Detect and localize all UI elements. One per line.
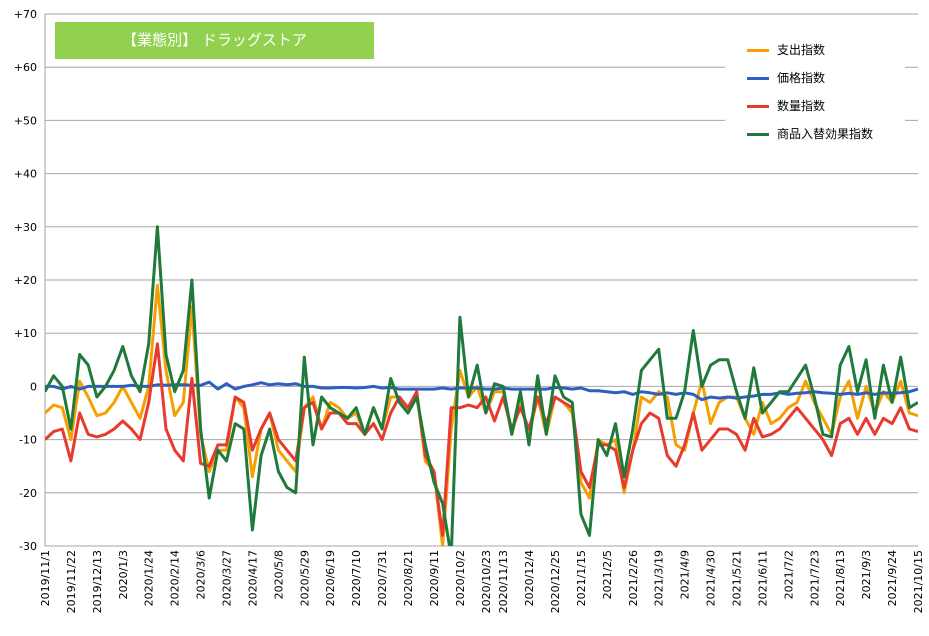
legend-label: 商品入替効果指数 [777, 127, 874, 141]
y-tick-label: +40 [14, 168, 37, 181]
x-tick-label: 2020/10/2 [454, 550, 467, 606]
y-tick-label: +70 [14, 8, 37, 21]
series-lines [45, 225, 918, 546]
x-tick-label: 2021/4/9 [679, 550, 692, 599]
x-tick-label: 2020/1/24 [143, 550, 156, 606]
x-tick-label: 2019/11/22 [65, 550, 78, 613]
series-line-2 [45, 342, 918, 537]
x-tick-label: 2020/3/6 [195, 550, 208, 599]
x-tick-label: 2020/10/23 [480, 550, 493, 613]
x-tick-label: 2020/8/21 [402, 550, 415, 606]
x-tick-label: 2020/4/17 [246, 550, 259, 606]
y-tick-label: +30 [14, 221, 37, 234]
x-tick-label: 2021/9/3 [860, 550, 873, 599]
legend-swatch [747, 77, 769, 80]
legend-label: 数量指数 [777, 99, 826, 113]
chart-title: 【業態別】 ドラッグストア [122, 31, 307, 49]
x-tick-label: 2021/2/5 [601, 550, 614, 599]
x-tick-label: 2021/10/15 [912, 550, 925, 613]
legend-swatch [747, 49, 769, 52]
series-line-3 [45, 225, 918, 546]
x-axis: 2019/11/1 2019/11/22 2019/12/13 2020/1/3 202… [39, 550, 925, 613]
y-tick-label: +60 [14, 61, 37, 74]
x-tick-label: 2020/5/29 [298, 550, 311, 606]
x-tick-label: 2021/7/2 [782, 550, 795, 599]
y-tick-label: +10 [14, 327, 37, 340]
x-tick-label: 2019/12/13 [91, 550, 104, 613]
x-tick-label: 2021/5/21 [730, 550, 743, 606]
x-tick-label: 2021/4/30 [705, 550, 718, 606]
x-tick-label: 2021/2/26 [627, 550, 640, 606]
x-tick-label: 2019/11/1 [39, 550, 52, 606]
y-tick-label: +20 [14, 274, 37, 287]
y-tick-label: -20 [19, 487, 37, 500]
x-tick-label: 2021/9/24 [886, 550, 899, 606]
x-tick-label: 2021/7/23 [808, 550, 821, 606]
y-tick-label: 0 [30, 380, 37, 393]
legend: 支出指数 価格指数 数量指数 商品入替効果指数 [725, 38, 905, 158]
x-tick-label: 2021/3/19 [653, 550, 666, 606]
legend-label: 支出指数 [777, 43, 826, 57]
y-axis: +70 +60 +50 +40 +30 +20 +10 0 -10 -20 -30 [14, 8, 37, 553]
legend-swatch [747, 133, 769, 136]
x-tick-label: 2020/3/27 [221, 550, 234, 606]
y-tick-label: -10 [19, 434, 37, 447]
chart-title-box: 【業態別】 ドラッグストア [55, 22, 374, 59]
x-tick-label: 2020/12/4 [523, 550, 536, 606]
x-tick-label: 2021/1/15 [575, 550, 588, 606]
y-tick-label: -30 [19, 540, 37, 553]
x-tick-label: 2021/6/11 [756, 550, 769, 606]
x-tick-label: 2020/2/14 [169, 550, 182, 606]
x-tick-label: 2020/7/10 [350, 550, 363, 606]
x-tick-label: 2020/12/25 [549, 550, 562, 613]
x-tick-label: 2020/5/8 [272, 550, 285, 599]
x-tick-label: 2020/7/31 [376, 550, 389, 606]
legend-swatch [747, 105, 769, 108]
x-tick-label: 2020/11/13 [497, 550, 510, 613]
x-tick-label: 2021/8/13 [834, 550, 847, 606]
series-line-0 [45, 283, 918, 546]
x-tick-label: 2020/6/19 [324, 550, 337, 606]
x-tick-label: 2020/9/11 [428, 550, 441, 606]
legend-label: 価格指数 [777, 71, 826, 85]
y-tick-label: +50 [14, 114, 37, 127]
x-tick-label: 2020/1/3 [117, 550, 130, 599]
